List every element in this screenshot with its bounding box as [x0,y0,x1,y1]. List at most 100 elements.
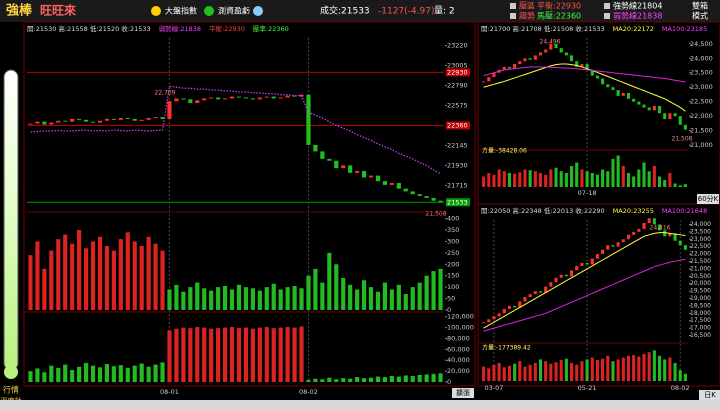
candle [652,218,656,225]
lower-bar [70,370,75,382]
lower-bar [146,366,151,382]
candle [487,319,491,323]
candle [348,165,353,173]
price-level-label: 22360 [447,121,468,129]
candle [570,270,574,277]
candle [271,96,276,99]
y-tick-label: 16,500 [690,332,711,339]
volume-bar [299,288,304,310]
volume-bar [642,354,646,381]
expand-button-label[interactable]: 擴張 [456,388,470,397]
candle [616,242,620,247]
volume-bar [83,248,89,310]
y-tick-label: 350 [447,226,459,234]
price-level-box [446,198,470,207]
volume-bar [507,173,512,187]
candle [104,118,110,121]
icon[interactable] [204,6,214,16]
checkbox[interactable] [604,13,610,19]
y-tick-label: 23,000 [690,83,713,91]
candle [533,55,537,60]
volume-bar [663,359,667,381]
y-tick-label: 250 [447,249,459,257]
button[interactable]: 大盤指數 [165,6,197,16]
y-tick-label: 24,000 [690,54,713,62]
volume-bar [564,358,568,381]
candle [590,69,594,76]
period-button-label[interactable]: 60分K [698,194,719,203]
volume-bar [673,363,677,381]
x-tick-label: 05-21 [578,384,597,392]
volume-bar [606,171,610,187]
volume-bar [673,183,677,187]
checkbox[interactable] [510,3,516,9]
lower-bar [111,366,116,382]
main-frame [23,21,476,387]
volume-bar [410,287,415,310]
candle [139,119,144,121]
volume-bar [167,289,172,310]
volume-bar [292,286,297,310]
mode-button[interactable]: 雙箱 [692,1,708,11]
icon[interactable] [151,6,161,16]
volume-bar [637,356,641,381]
period-button[interactable] [699,390,720,400]
expand-button[interactable] [452,388,474,398]
candle [111,118,116,120]
candle [125,117,130,119]
y-tick-label: 22,000 [690,112,713,120]
volume-bar [160,250,165,310]
volume-bar [56,239,61,310]
volume-bar [250,288,255,310]
volume-bar [497,363,501,381]
lower-bar [424,374,429,382]
volume-bar [487,173,491,187]
icon[interactable] [253,6,263,16]
y-tick-label: 21,000 [690,141,713,149]
candle [243,97,249,99]
lower-bar [271,328,276,382]
candle [585,64,589,70]
volume-bar [111,250,116,310]
checkbox[interactable] [604,3,610,9]
button[interactable]: 測資盈虧 [218,6,250,16]
price-level-label: 21533 [447,198,468,206]
volume-bar [533,171,537,187]
candle [482,81,486,83]
volume-bar [683,184,687,187]
candle [580,262,584,266]
checkbox[interactable] [510,13,516,19]
volume-bar [368,287,374,310]
y-tick-label: 18,000 [690,310,711,317]
volume-bar [438,268,443,310]
toolbar [0,0,720,22]
lower-bar [160,362,165,382]
moving-average [483,66,686,83]
volume-bar [181,291,186,310]
candle [626,234,631,240]
lower-bar [334,379,339,382]
volume-bar [497,169,501,187]
mode-button[interactable]: 模式 [692,11,708,21]
volume-bar [538,173,543,187]
volume-bar [63,234,68,310]
volume-bar [621,357,625,381]
y-tick-label: 20,000 [447,367,470,375]
lower-bar [403,375,408,382]
candle [642,104,646,108]
y-tick-label: 17,500 [690,317,711,324]
volume-bar [528,170,532,187]
candle [49,122,54,125]
volume-bar [341,278,346,310]
volume-bar [611,159,615,187]
lower-bar [104,364,110,382]
period-button-label[interactable]: 日K [704,391,716,399]
moving-average [30,85,441,175]
period-button[interactable] [697,194,719,204]
candle [28,123,33,125]
lower-bar [250,328,255,382]
volume-bar [482,366,486,381]
volume-bar [502,367,506,381]
y-tick-label: 100,000 [447,324,474,332]
